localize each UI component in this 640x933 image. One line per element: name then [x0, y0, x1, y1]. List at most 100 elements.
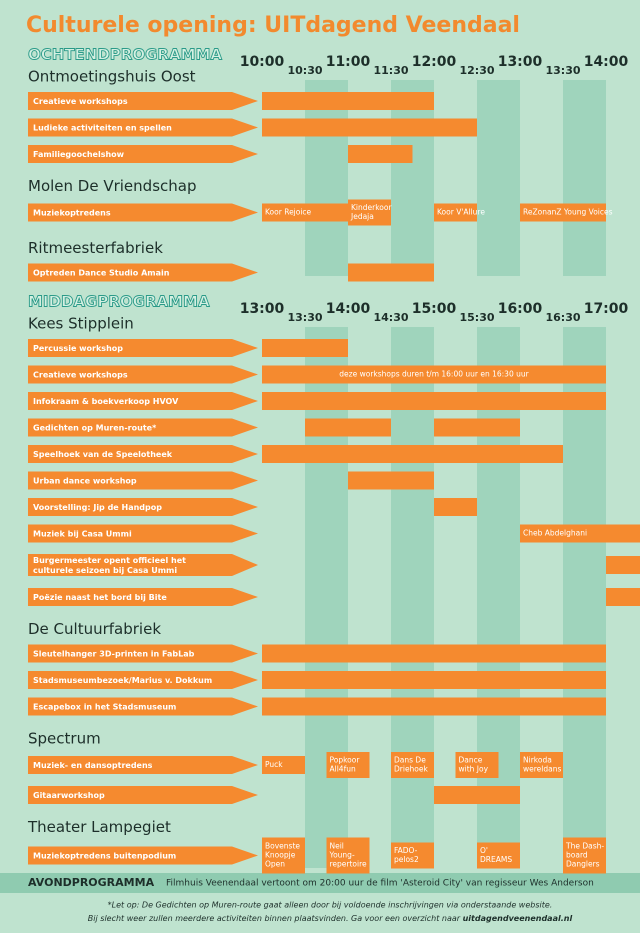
- bar-label: FADO-pelos2: [394, 846, 419, 864]
- row-label-arrow: [28, 392, 258, 410]
- row-label-arrow: [28, 418, 258, 437]
- row-label-arrow: [28, 671, 258, 689]
- time-label: 13:00: [240, 301, 285, 317]
- row-label-arrow: [28, 471, 258, 490]
- time-label: 17:00: [584, 301, 629, 317]
- schedule-bar: [520, 524, 640, 543]
- schedule-bar: [434, 203, 477, 222]
- bar-label-line: Kinderkoor: [351, 203, 392, 212]
- row-label-arrow: [28, 92, 258, 110]
- schedule-bar: [606, 556, 640, 574]
- row-label: Poëzie naast het bord bij Bite: [33, 593, 167, 602]
- bar-label: deze workshops duren t/m 16:00 uur en 16…: [339, 370, 529, 379]
- bar-label-line: repertoire: [330, 860, 368, 869]
- venue-name: Spectrum: [28, 730, 101, 748]
- schedule-bar: [326, 837, 370, 874]
- row-label: Burgermeester opent officieel het culture…: [33, 556, 186, 575]
- row-label-arrow: [28, 498, 258, 516]
- bar-label-line: Nirkoda: [523, 756, 552, 765]
- bar-label: Dance with Joy: [459, 756, 489, 774]
- venue-name: Ritmeesterfabriek: [28, 239, 163, 257]
- bar-label-line: Bovenste: [265, 842, 300, 851]
- row-label-line: Speelhoek van de Speelotheek: [33, 450, 173, 459]
- bar-label: Bovenste Knoopje Open: [265, 842, 300, 869]
- schedule-bar: [348, 145, 413, 163]
- schedule-bar: [391, 842, 434, 869]
- row-label: Voorstelling: Jip de Handpop: [33, 503, 162, 512]
- bar-label: ReZonanZ Young Voices: [523, 208, 613, 217]
- time-label: 13:30: [545, 64, 580, 77]
- bar-label-line: Jedaja: [350, 212, 374, 221]
- venue-name: Ontmoetingshuis Oost: [28, 68, 196, 86]
- bar-label-line: The Dash-: [565, 842, 604, 851]
- time-label: 15:30: [459, 311, 494, 324]
- row-label-arrow: [28, 786, 258, 804]
- row-label: Muziek bij Casa Ummi: [33, 529, 132, 538]
- bar-label-line: Driehoek: [394, 765, 429, 774]
- bar-label-line: with Joy: [459, 765, 489, 774]
- row-label-line: Creatieve workshops: [33, 370, 128, 379]
- time-label: 14:00: [584, 54, 629, 70]
- time-stripe: [563, 80, 606, 276]
- footnote: *Let op: De Gedichten op Muren-route gaa…: [108, 901, 553, 910]
- row-label: Stadsmuseumbezoek/Marius v. Dokkum: [33, 676, 212, 685]
- time-label: 16:30: [545, 311, 580, 324]
- schedule-bar: [262, 118, 477, 137]
- bar-label: Popkoor All4fun: [330, 756, 361, 774]
- bar-label-line: Puck: [265, 760, 283, 769]
- schedule-bar: [262, 365, 606, 384]
- row-label: Muziekoptredens: [33, 208, 111, 217]
- row-label-arrow: [28, 118, 258, 137]
- bar-label-line: Open: [265, 860, 285, 869]
- time-label: 11:30: [373, 64, 408, 77]
- row-label-line: Muziek- en dansoptredens: [33, 761, 153, 770]
- row-label-arrow: [28, 697, 258, 716]
- row-label: Infokraam & boekverkoop HVOV: [33, 397, 179, 406]
- bar-label-line: deze workshops duren t/m 16:00 uur en 16…: [339, 370, 529, 379]
- time-label: 13:00: [498, 54, 543, 70]
- row-label-line: Optreden Dance Studio Amain: [33, 268, 170, 277]
- bar-label-line: Popkoor: [330, 756, 361, 765]
- row-label-line: Muziekoptredens: [33, 208, 111, 217]
- row-label-line: Muziekoptredens buitenpodium: [33, 851, 176, 860]
- row-label-line: Urban dance workshop: [33, 476, 137, 485]
- bar-label-line: DREAMS: [480, 855, 512, 864]
- time-label: 12:00: [412, 54, 457, 70]
- bar-label: Puck: [265, 760, 283, 769]
- row-label: Muziek- en dansoptredens: [33, 761, 153, 770]
- schedule-bar: [391, 752, 434, 778]
- row-label-arrow: [28, 524, 258, 543]
- row-label-line: Sleutelhanger 3D-printen in FabLab: [33, 649, 195, 658]
- row-label-arrow: [28, 554, 258, 576]
- bar-label-line: wereldans: [523, 765, 561, 774]
- schedule-bar: [348, 471, 434, 490]
- row-label: Ludieke activiteiten en spellen: [33, 123, 172, 132]
- schedule-bar: [348, 263, 434, 282]
- row-label: Gitaarworkshop: [33, 791, 105, 800]
- row-label-line: Percussie workshop: [33, 344, 123, 353]
- evening-text: Filmhuis Veenendaal vertoont om 20:00 uu…: [166, 879, 594, 889]
- row-label: Creatieve workshops: [33, 370, 128, 379]
- row-label-arrow: [28, 339, 258, 357]
- schedule-bar: [455, 752, 499, 778]
- schedule-bar: [434, 498, 477, 516]
- time-stripe: [563, 327, 606, 868]
- bar-label-line: Dans De: [394, 756, 426, 765]
- schedule-bar: [434, 786, 520, 804]
- time-label: 15:00: [412, 301, 457, 317]
- schedule-bar: [563, 837, 606, 874]
- bar-label: The Dash-board Danglers: [565, 842, 604, 869]
- bar-label-line: Young-: [329, 851, 355, 860]
- venue-name: Kees Stipplein: [28, 315, 134, 333]
- bar-label-line: pelos2: [394, 855, 419, 864]
- row-label-arrow: [28, 445, 258, 463]
- row-label-arrow: [28, 644, 258, 663]
- row-label: Creatieve workshops: [33, 97, 128, 106]
- bar-label: Koor Rejoice: [265, 208, 312, 217]
- bar-label: Neil Young-repertoire: [329, 842, 368, 869]
- row-label-arrow: [28, 588, 258, 606]
- bar-label-line: FADO-: [394, 846, 418, 855]
- time-stripe: [305, 80, 348, 276]
